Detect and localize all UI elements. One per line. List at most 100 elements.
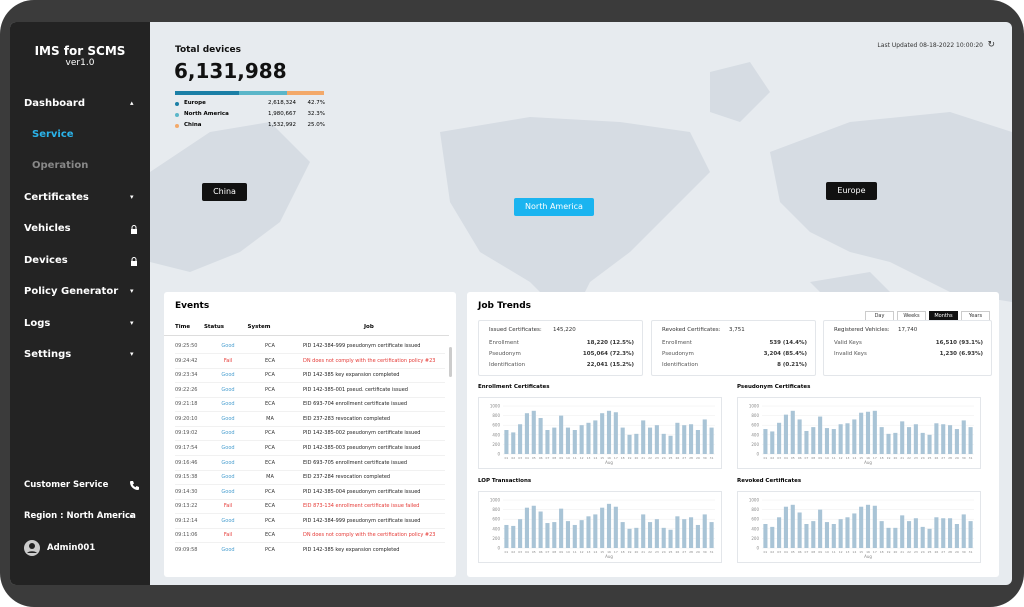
card-total: 145,220 [553,327,576,333]
bar [900,515,905,548]
menu-item[interactable]: Dashboard [24,98,85,109]
menu-item[interactable]: Devices [24,255,68,266]
x-tick-label: 09 [818,550,822,554]
bar [661,433,666,454]
menu-item[interactable]: Service [32,129,74,140]
x-tick-label: 11 [832,456,836,460]
x-axis-label: Aug [605,554,613,559]
map-label[interactable]: Europe [826,182,877,200]
x-tick-label: 31 [969,456,973,460]
x-tick-label: 28 [689,456,693,460]
region-selector[interactable]: Region : North America [24,511,136,521]
event-status: Good [221,386,235,393]
bar [634,527,639,548]
bar [927,528,932,548]
bar [668,435,673,454]
x-tick-label: 20 [893,550,897,554]
bar [545,523,550,548]
bar [524,507,529,548]
menu-item[interactable]: Certificates [24,192,89,203]
total-title: Total devices [175,45,242,55]
x-tick-label: 03 [518,550,522,554]
menu-item[interactable]: Settings [24,349,72,360]
x-tick-label: 05 [791,456,795,460]
x-tick-label: 29 [955,456,959,460]
event-status: Good [221,372,235,379]
y-tick-label: 0 [756,546,759,551]
row-rule [175,396,445,398]
y-tick-label: 800 [492,507,500,512]
bar [579,425,584,454]
menu-item[interactable]: Operation [32,160,89,171]
card-row-value: 18,220 (12.5%) [586,340,634,346]
bar [797,512,802,548]
x-tick-label: 22 [907,550,911,554]
card-row-label: Enrollment [489,340,519,346]
x-tick-label: 27 [941,456,945,460]
y-tick-label: 400 [751,526,759,531]
menu-item[interactable]: Policy Generator [24,286,119,297]
card-row-label: Enrollment [662,340,692,346]
x-tick-label: 17 [614,456,618,460]
event-time: 09:21:18 [175,401,198,408]
bar [695,430,700,454]
refresh-button[interactable]: ↻ [987,40,995,50]
bar [872,505,877,548]
bar [641,514,646,548]
x-tick-label: 07 [805,550,809,554]
event-status: Good [221,430,235,437]
region-segment [286,91,324,95]
event-job: DN does not comply with the certificatio… [303,532,436,539]
x-tick-label: 08 [811,550,815,554]
chart-title: Enrollment Certificates [478,384,550,390]
row-rule [175,454,445,456]
x-tick-label: 29 [696,550,700,554]
event-job: PID 142-385 key expansion completed [303,546,400,553]
bar [941,518,946,548]
x-tick-label: 10 [566,550,570,554]
map-label[interactable]: China [202,183,247,201]
event-job: PID 142-385-004 pseudonym certificate is… [303,488,421,495]
x-tick-label: 23 [914,456,918,460]
user-name[interactable]: Admin001 [47,543,96,553]
event-time: 09:12:14 [175,517,198,524]
menu-item[interactable]: Logs [24,318,51,329]
event-system: PCA [265,372,275,379]
menu-item[interactable]: Vehicles [24,223,71,234]
region-count: 1,980,667 [268,111,296,117]
x-tick-label: 16 [866,456,870,460]
x-tick-label: 01 [505,550,509,554]
x-tick-label: 25 [669,550,673,554]
caret-icon: ▾ [130,350,134,358]
map-label[interactable]: North America [514,198,594,216]
x-tick-label: 05 [532,550,536,554]
y-tick-label: 800 [751,413,759,418]
x-tick-label: 26 [675,456,679,460]
x-tick-label: 14 [593,550,597,554]
scrollbar[interactable] [449,347,452,377]
bar [838,424,843,454]
event-time: 09:16:46 [175,459,198,466]
x-tick-label: 12 [580,550,584,554]
bar [565,427,571,454]
x-tick-label: 06 [798,550,802,554]
x-tick-label: 21 [641,456,645,460]
bar [641,420,646,454]
x-tick-label: 26 [934,550,938,554]
card-row-value: 3,204 (85.4%) [763,351,807,357]
x-tick-label: 16 [607,456,611,460]
x-tick-label: 18 [880,550,884,554]
row-rule [175,411,445,413]
x-tick-label: 21 [900,456,904,460]
job-trends-panel: Job Trends Day Weeks Months Years Issued Ce… [467,292,999,577]
bar [824,428,830,454]
x-tick-label: 28 [948,456,952,460]
bar [654,425,659,454]
event-system: ECA [264,459,276,466]
event-job: PID 142-384-999 pseudonym certificate is… [303,517,421,524]
customer-service[interactable]: Customer Service [24,480,109,490]
lock-icon [131,225,137,234]
bar [763,524,768,548]
event-job: PID 142-385-003 pseudonym certificate is… [303,444,421,451]
event-status: Fail [223,357,233,364]
